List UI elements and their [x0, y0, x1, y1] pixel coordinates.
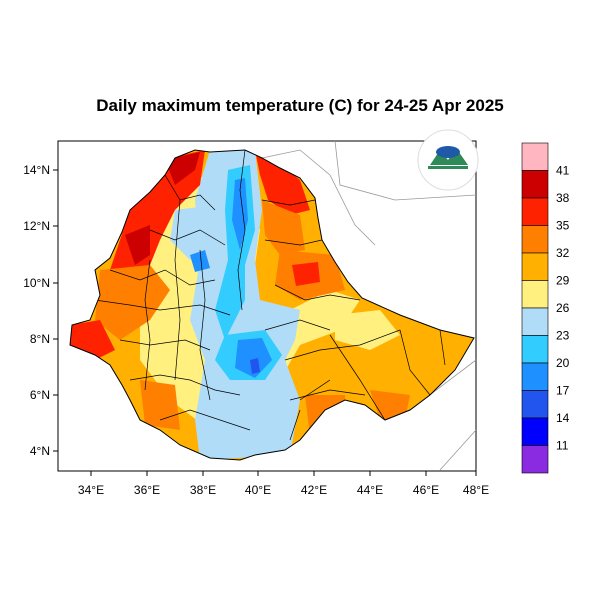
lat-tick-label: 12°N — [23, 219, 50, 233]
legend-label: 29 — [556, 274, 570, 288]
legend-label: 32 — [556, 246, 570, 260]
legend-label: 26 — [556, 301, 570, 315]
lon-tick-label: 44°E — [357, 483, 383, 497]
lat-tick-label: 6°N — [30, 388, 50, 402]
legend-swatch — [521, 445, 549, 474]
color-legend: 41 38 35 32 29 26 23 20 17 14 11 — [521, 142, 570, 474]
legend-label: 11 — [556, 439, 569, 453]
admin-boundaries — [94, 150, 446, 441]
legend-swatch — [521, 335, 549, 364]
lat-tick-label: 10°N — [23, 276, 50, 290]
axis-ticks — [53, 169, 477, 476]
map-title: Daily maximum temperature (C) for 24-25 … — [96, 96, 504, 115]
lon-tick-label: 34°E — [78, 483, 104, 497]
legend-swatch — [521, 197, 549, 226]
legend-swatch — [521, 142, 549, 171]
lon-tick-labels: 34°E 36°E 38°E 40°E 42°E 44°E 46°E 48°E — [78, 483, 489, 497]
legend-label: 38 — [556, 191, 570, 205]
lat-tick-label: 14°N — [23, 163, 50, 177]
legend-label: 20 — [556, 356, 570, 370]
lon-tick-label: 48°E — [463, 483, 489, 497]
lat-tick-label: 8°N — [30, 332, 50, 346]
legend-swatch — [521, 417, 549, 446]
legend-label: 35 — [556, 219, 570, 233]
legend-label: 17 — [556, 384, 570, 398]
legend-label: 23 — [556, 329, 570, 343]
legend-swatch — [521, 225, 549, 254]
legend-label: 41 — [556, 164, 570, 178]
lon-tick-label: 42°E — [301, 483, 327, 497]
lon-tick-label: 46°E — [413, 483, 439, 497]
lon-tick-label: 40°E — [245, 483, 271, 497]
institute-logo — [417, 129, 479, 191]
legend-swatch — [521, 252, 549, 281]
lat-tick-labels: 14°N 12°N 10°N 8°N 6°N 4°N — [23, 163, 50, 458]
lon-tick-label: 38°E — [190, 483, 216, 497]
legend-swatch — [521, 307, 549, 336]
legend-swatch — [521, 280, 549, 309]
lat-tick-label: 4°N — [30, 444, 50, 458]
lon-tick-label: 36°E — [134, 483, 160, 497]
country-outline — [69, 149, 475, 461]
legend-swatch — [521, 362, 549, 391]
legend-label: 14 — [556, 411, 570, 425]
legend-swatch — [521, 390, 549, 419]
legend-swatch — [521, 170, 549, 199]
